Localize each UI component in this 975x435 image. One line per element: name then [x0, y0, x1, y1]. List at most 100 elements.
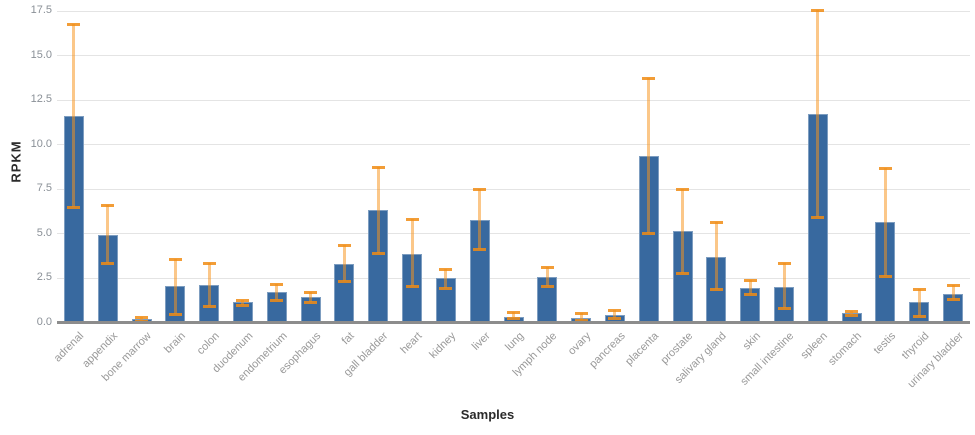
error-bar-line [579, 313, 583, 321]
error-bar-line [748, 280, 752, 295]
error-bar-line [714, 222, 718, 290]
y-tick-label: 5.0 [36, 226, 52, 239]
x-category-label: heart [398, 330, 425, 357]
error-bar-cap-top [709, 221, 723, 225]
error-bar-line [545, 266, 549, 286]
x-category-label: stomach [826, 330, 865, 368]
x-category-label: colon [194, 330, 222, 358]
error-bar-cap-bottom [676, 272, 690, 276]
error-bar-cap-bottom [574, 319, 588, 323]
x-category-label: skin [740, 330, 763, 353]
error-bar-cap-bottom [371, 251, 385, 255]
error-bar-cap-top [845, 310, 859, 314]
error-bar-cap-bottom [101, 262, 115, 266]
error-bar-cap-top [168, 257, 182, 261]
y-tick-label: 7.5 [36, 182, 52, 194]
error-bar-line [140, 316, 144, 322]
x-axis-title: Samples [460, 407, 515, 422]
error-bar-line [951, 284, 955, 299]
y-tick-label: 2.5 [36, 271, 52, 283]
gridline [57, 55, 970, 56]
error-bar-line [173, 258, 177, 314]
x-axis-line [57, 321, 970, 324]
error-bar-cap-top [946, 283, 960, 287]
x-category-label: pancreas [586, 330, 628, 371]
error-bar-cap-bottom [540, 284, 554, 288]
x-category-label: lung [502, 330, 526, 354]
x-category-label: placenta [623, 330, 662, 368]
gridline [57, 277, 970, 279]
error-bar-cap-bottom [439, 287, 453, 291]
error-bar-line [342, 244, 346, 282]
error-bar-cap-bottom [709, 288, 723, 292]
error-bar-cap-bottom [743, 293, 757, 297]
error-bar-cap-bottom [202, 304, 216, 308]
x-category-label: kidney [427, 330, 459, 361]
gridline [57, 10, 970, 12]
error-bar-line [681, 188, 685, 274]
error-bar-line [512, 312, 515, 319]
error-bar-line [816, 9, 820, 217]
error-bar-cap-top [642, 77, 656, 81]
error-bar-cap-bottom [507, 317, 520, 321]
error-bar-cap-top [135, 315, 149, 319]
error-bar-cap-top [67, 22, 81, 26]
error-bar-cap-bottom [236, 304, 250, 308]
error-bar-cap-top [743, 279, 757, 283]
error-bar-line [376, 167, 380, 253]
error-bar-cap-top [473, 187, 487, 191]
error-bar-cap-top [777, 262, 791, 266]
x-category-label: testis [871, 330, 898, 357]
error-bar-cap-bottom [67, 206, 81, 210]
error-bar-cap-bottom [811, 215, 825, 219]
error-bar-cap-top [507, 311, 520, 315]
error-bar-cap-top [574, 312, 588, 316]
error-bar-line [309, 291, 313, 303]
error-bar-cap-top [371, 166, 385, 170]
x-category-label: liver [469, 330, 493, 353]
x-category-label: fat [339, 330, 357, 348]
error-bar-line [106, 205, 110, 264]
error-bar-line [647, 78, 651, 233]
error-bar-line [782, 263, 786, 308]
x-category-label: brain [162, 330, 188, 356]
gridline [57, 188, 970, 190]
error-bar-line [444, 268, 448, 289]
y-tick-label: 0.0 [36, 315, 52, 328]
error-bar-line [72, 23, 76, 208]
error-bar-cap-bottom [946, 297, 960, 301]
gridline [57, 99, 970, 101]
x-category-label: ovary [566, 330, 594, 358]
x-category-label: spleen [798, 330, 831, 362]
error-bar-cap-bottom [473, 248, 487, 252]
error-bar-cap-bottom [168, 312, 182, 316]
error-bar-line [917, 289, 921, 316]
error-bar-cap-bottom [912, 314, 926, 318]
error-bar-cap-bottom [304, 301, 318, 305]
x-category-label: thyroid [899, 330, 932, 362]
error-bar-line [883, 168, 887, 276]
error-bar-line [613, 309, 617, 319]
y-tick-label: 10.0 [30, 137, 52, 150]
gridline [57, 233, 970, 234]
gridline [57, 144, 970, 145]
error-bar-cap-bottom [405, 285, 419, 289]
error-bar-cap-top [439, 267, 453, 271]
y-tick-label: 12.5 [30, 93, 52, 105]
error-bar-cap-top [405, 217, 419, 221]
error-bar-cap-bottom [777, 306, 791, 310]
error-bar-cap-top [236, 298, 250, 302]
error-bar-line [275, 283, 279, 300]
error-bar-line [241, 299, 245, 306]
error-bar-cap-top [608, 308, 622, 312]
error-bar-cap-top [337, 243, 351, 247]
error-bar-cap-top [676, 187, 690, 191]
error-bar-cap-top [270, 282, 284, 286]
error-bar-cap-top [101, 204, 115, 208]
y-axis-title: RPKM [8, 140, 24, 183]
error-bar-line [478, 188, 482, 250]
error-bar-cap-bottom [642, 232, 656, 235]
error-bar-cap-bottom [270, 298, 284, 302]
